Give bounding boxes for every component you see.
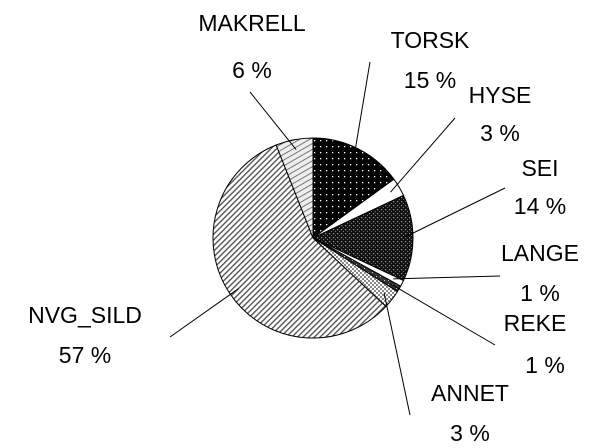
pie-slice — [311, 194, 414, 282]
slice-label: SEI — [521, 155, 558, 181]
slice-label: HYSE — [469, 82, 532, 108]
leader-line — [390, 117, 456, 193]
slice-value-label: 6 % — [232, 57, 272, 83]
leader-line — [249, 91, 297, 150]
pie-slice — [275, 137, 314, 239]
slice-label: TORSK — [391, 27, 470, 53]
slice-value-label: 3 % — [450, 420, 490, 446]
slice-label: MAKRELL — [198, 10, 306, 36]
leader-line — [393, 275, 501, 280]
slice-value-label: 15 % — [404, 67, 456, 93]
leader-line — [383, 293, 411, 416]
slice-value-label: 1 % — [520, 280, 560, 306]
leader-line — [353, 61, 371, 158]
slice-label: NVG_SILD — [28, 302, 142, 328]
leader-line — [390, 283, 496, 346]
slice-label: LANGE — [501, 240, 579, 266]
slice-value-label: 3 % — [480, 120, 520, 146]
leader-line — [169, 288, 239, 338]
slice-label: REKE — [504, 310, 567, 336]
pie-slice — [312, 137, 395, 239]
slice-value-label: 14 % — [514, 193, 566, 219]
slice-value-label: 57 % — [59, 342, 111, 368]
slice-label: ANNET — [431, 380, 509, 406]
leader-line — [402, 187, 506, 239]
slice-value-label: 1 % — [525, 352, 565, 378]
